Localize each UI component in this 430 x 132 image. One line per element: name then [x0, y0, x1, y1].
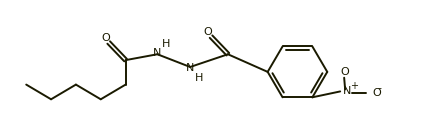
Text: H: H: [195, 73, 203, 83]
Text: N: N: [153, 48, 162, 58]
Text: H: H: [162, 39, 171, 50]
Text: +: +: [350, 81, 358, 91]
Text: O: O: [101, 33, 110, 43]
Text: O: O: [204, 27, 212, 37]
Text: O: O: [341, 67, 350, 77]
Text: O: O: [372, 88, 381, 98]
Text: N: N: [343, 86, 352, 96]
Text: -: -: [378, 84, 382, 93]
Text: N: N: [186, 63, 194, 73]
